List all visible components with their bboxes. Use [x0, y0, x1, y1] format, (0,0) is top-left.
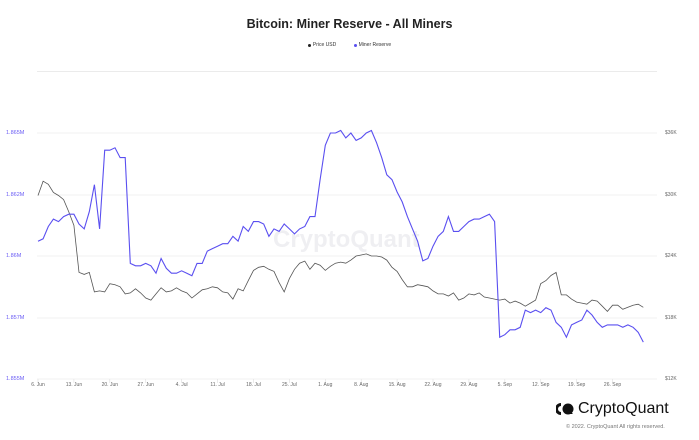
- copyright: © 2022. CryptoQuant All rights reserved.: [566, 424, 665, 430]
- left-axis-label: 1.865M: [6, 130, 25, 136]
- right-axis-label: $12K: [665, 376, 677, 382]
- gridlines: [37, 132, 657, 380]
- x-axis-label: 4. Jul: [175, 382, 188, 388]
- legend-label-price: Price USD: [312, 42, 337, 48]
- x-axis-label: 6. Jun: [31, 382, 45, 388]
- left-axis-label: 1.855M: [6, 376, 25, 382]
- x-axis-label: 15. Aug: [388, 382, 406, 388]
- right-axis-label: $18K: [665, 315, 677, 321]
- legend: Price USD Miner Reserve: [0, 42, 699, 49]
- right-axis-label: $36K: [665, 130, 677, 136]
- x-axis-label: 1. Aug: [318, 382, 333, 388]
- brand: CryptoQuant: [556, 400, 669, 418]
- legend-item-miner-reserve[interactable]: Miner Reserve: [353, 42, 392, 48]
- x-axis-label: 11. Jul: [210, 382, 225, 388]
- x-axis-label: 8. Aug: [354, 382, 369, 388]
- x-axis-label: 5. Sep: [497, 382, 513, 388]
- chart-title: Bitcoin: Miner Reserve - All Miners: [246, 17, 453, 31]
- x-axis-label: 27. Jun: [137, 382, 154, 388]
- header-divider: [37, 71, 657, 72]
- price-usd-line: [37, 180, 644, 312]
- x-axis-label: 26. Sep: [603, 382, 622, 388]
- legend-label-miner-reserve: Miner Reserve: [358, 42, 392, 48]
- x-axis-label: 13. Jun: [65, 382, 83, 388]
- left-axis-label: 1.86M: [6, 253, 22, 259]
- x-axis-ticks: [37, 379, 613, 383]
- left-axis-label: 1.862M: [6, 192, 25, 198]
- legend-item-price[interactable]: Price USD: [307, 42, 337, 48]
- x-axis-label: 18. Jul: [246, 382, 261, 388]
- x-axis-label: 25. Jul: [281, 382, 297, 388]
- miner-reserve-line: [37, 129, 644, 343]
- right-axis-label: $24K: [665, 253, 677, 259]
- x-axis-label: 22. Aug: [424, 382, 442, 388]
- brand-name: CryptoQuant: [578, 400, 669, 417]
- legend-dot-miner-reserve-icon: [353, 43, 357, 47]
- left-axis-label: 1.857M: [6, 315, 25, 321]
- x-axis-label: 20. Jun: [101, 382, 119, 388]
- x-axis-label: 12. Sep: [532, 382, 550, 388]
- x-axis-label: 29. Aug: [460, 382, 478, 388]
- cryptoquant-logo-icon: [556, 403, 574, 415]
- x-axis-label: 19. Sep: [568, 382, 586, 388]
- right-axis-label: $30K: [665, 192, 677, 198]
- legend-dot-price-icon: [307, 43, 311, 47]
